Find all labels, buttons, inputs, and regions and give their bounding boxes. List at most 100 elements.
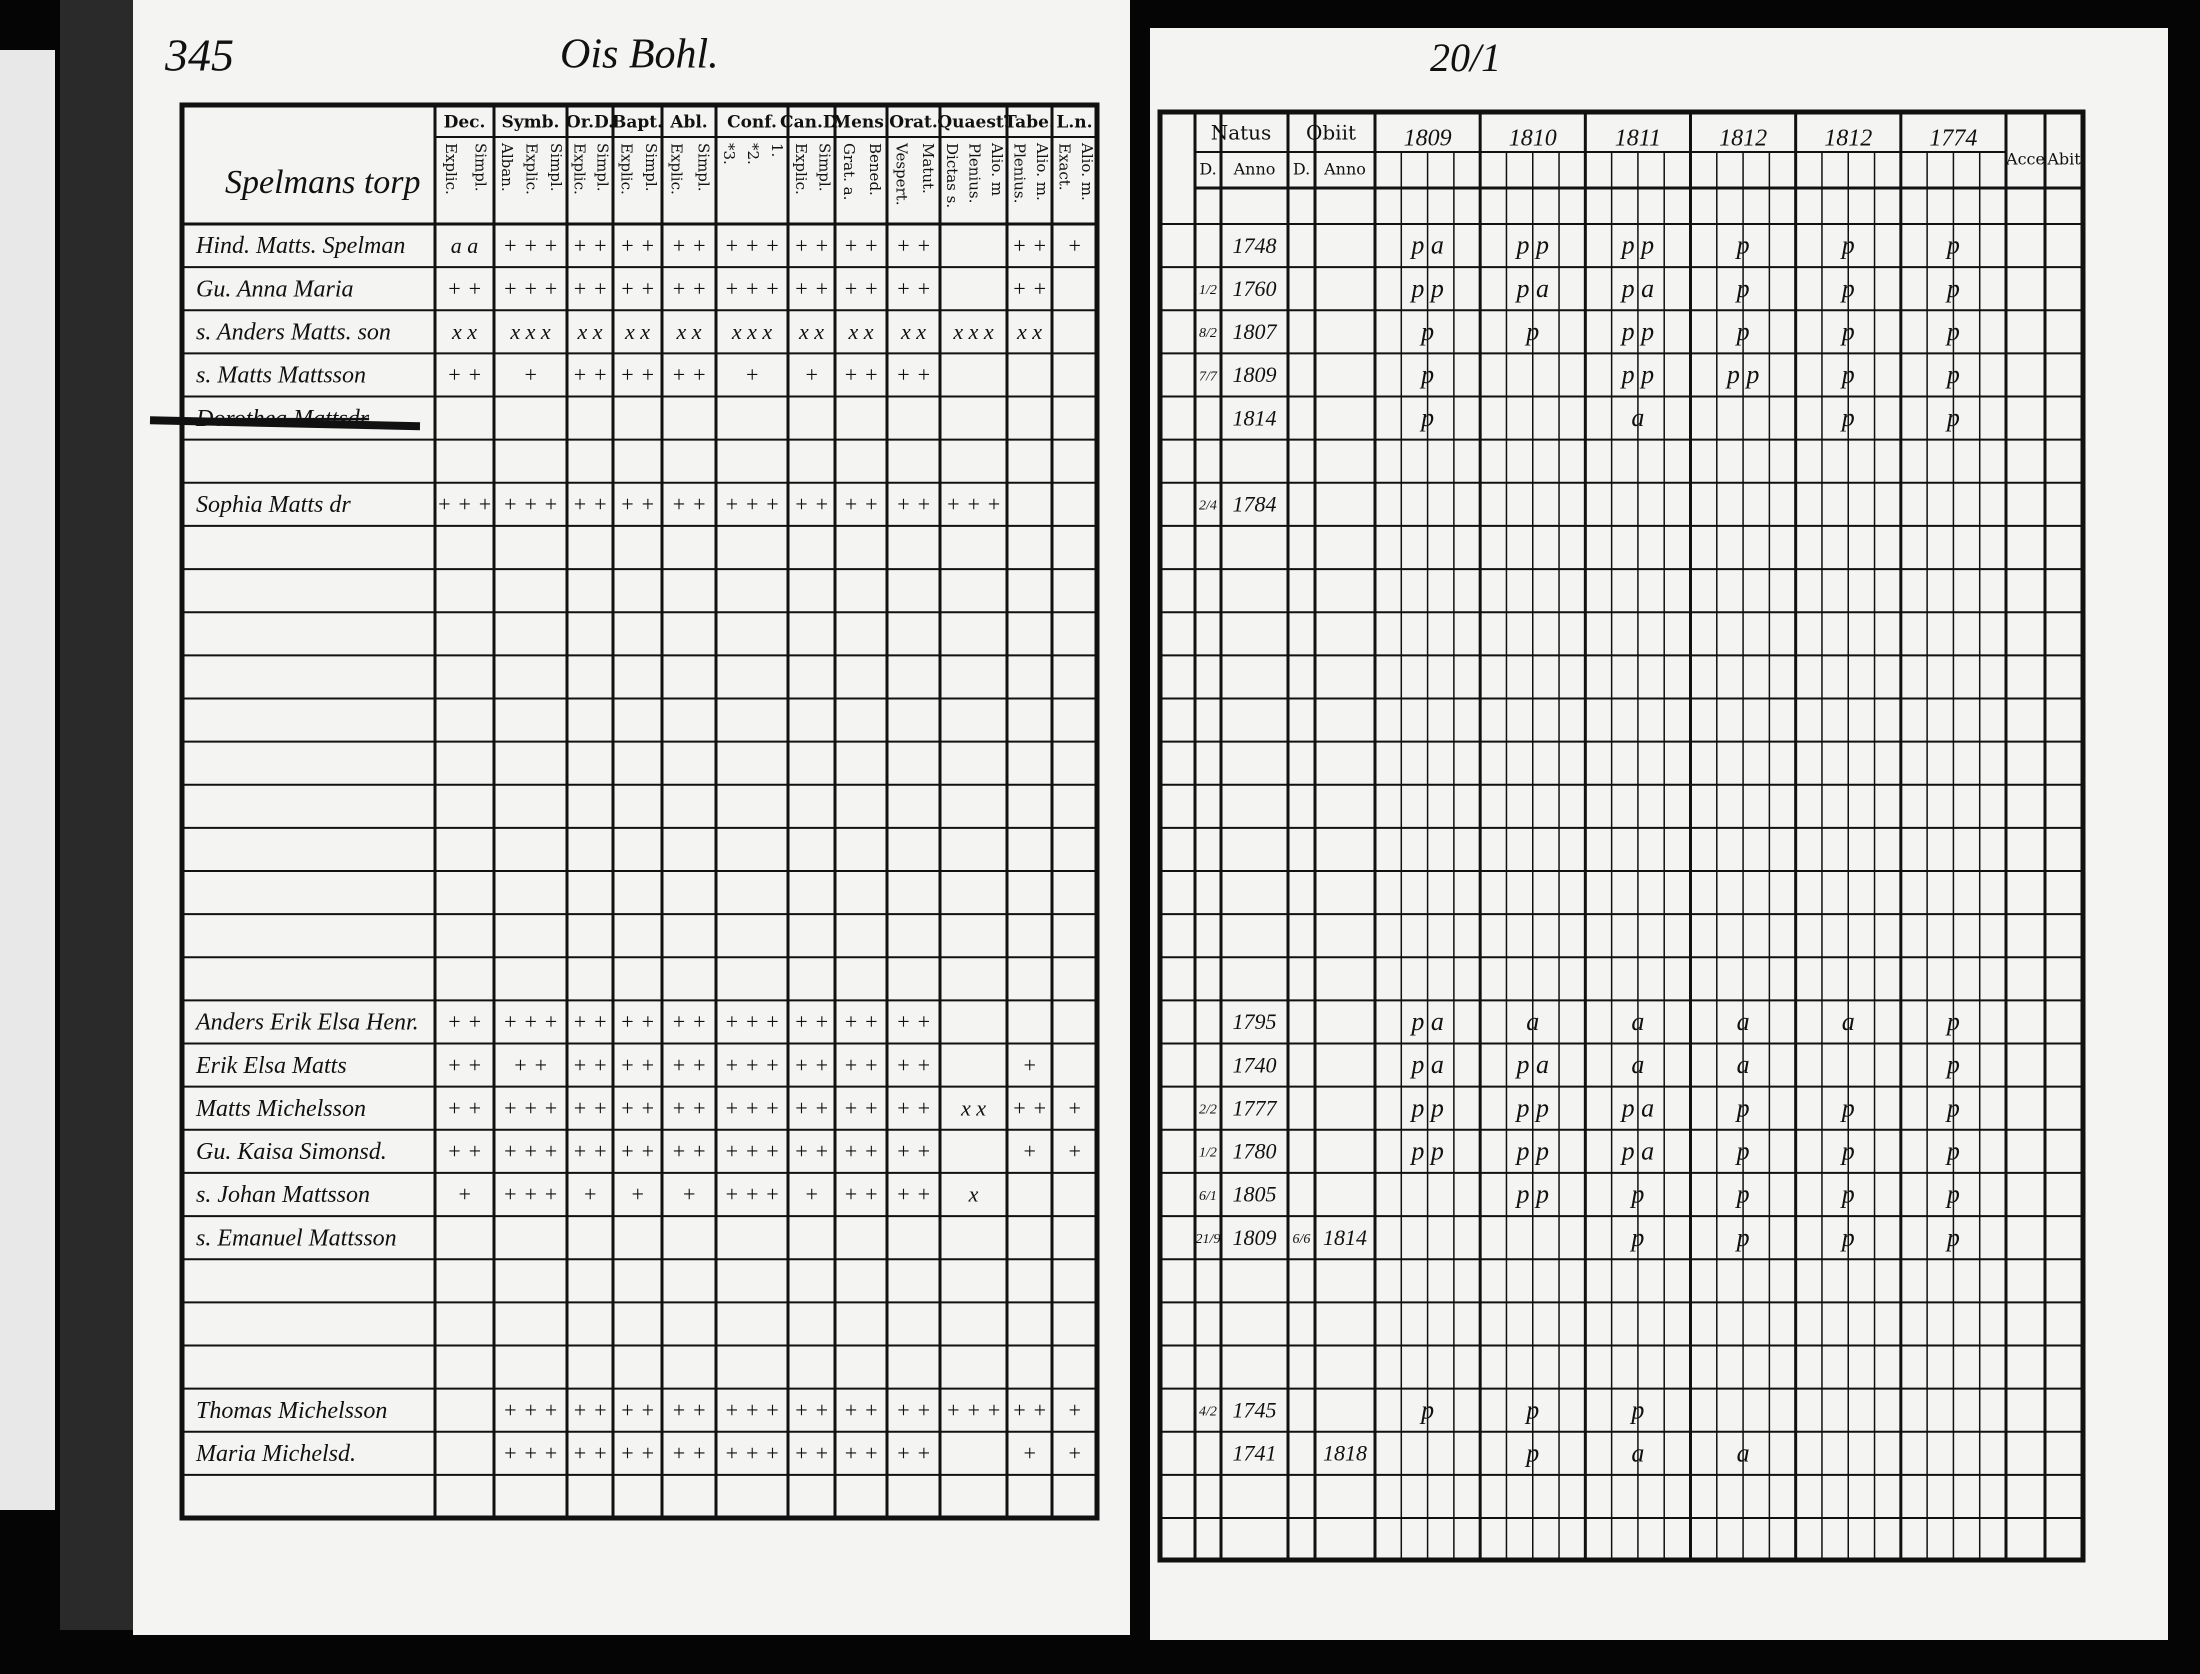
exam-mark: + +: [794, 233, 829, 258]
year-mark: p p: [1620, 231, 1655, 260]
exam-mark: +: [523, 362, 538, 387]
binding: [60, 0, 135, 1630]
year-mark: p: [1419, 403, 1434, 432]
exam-mark: + +: [843, 492, 878, 517]
exam-mark: + + +: [724, 233, 780, 258]
exam-mark: + +: [572, 276, 607, 301]
year-mark: p a: [1620, 1093, 1655, 1122]
exam-mark: + +: [620, 276, 655, 301]
exam-mark: + +: [896, 1397, 931, 1422]
birth-day: 1/2: [1199, 1146, 1217, 1161]
year-mark: p: [1945, 231, 1960, 260]
exam-mark: + +: [620, 1139, 655, 1164]
column-sublabel: Plenius.: [1010, 143, 1028, 203]
exam-mark: + + +: [503, 233, 559, 258]
year-mark: p: [1945, 317, 1960, 346]
year-mark: p: [1735, 1093, 1750, 1122]
person-name: s. Matts Mattsson: [196, 363, 366, 389]
birth-year: 1780: [1233, 1139, 1277, 1164]
column-label: Tabe.: [1004, 113, 1055, 133]
exam-mark: + +: [447, 276, 482, 301]
exam-mark: +: [745, 362, 760, 387]
exam-mark: + + +: [503, 1009, 559, 1034]
year-mark: p: [1735, 317, 1750, 346]
year-mark: p: [1840, 1180, 1855, 1209]
person-name: s. Johan Mattsson: [196, 1182, 370, 1208]
exam-mark: + + +: [724, 1441, 780, 1466]
column-sublabel: Plenius.: [966, 143, 984, 203]
year-label: 1809: [1404, 126, 1452, 152]
exam-mark: +: [630, 1182, 645, 1207]
person-name: Erik Elsa Matts: [195, 1053, 347, 1079]
year-label: 1812: [1719, 126, 1767, 152]
exam-mark: + +: [671, 492, 706, 517]
column-label: Symb.: [502, 113, 560, 133]
year-mark: p p: [1515, 1180, 1550, 1209]
exam-mark: + +: [896, 1441, 931, 1466]
birth-year: 1795: [1233, 1009, 1277, 1034]
exam-mark: +: [804, 1182, 819, 1207]
person-name: Thomas Michelsson: [196, 1398, 387, 1424]
birth-day: 4/2: [1199, 1405, 1217, 1420]
exam-mark: +: [1022, 1441, 1037, 1466]
exam-mark: + +: [671, 1139, 706, 1164]
birth-day: 7/7: [1199, 369, 1218, 384]
person-name: Hind. Matts. Spelman: [195, 233, 405, 259]
exam-mark: + + +: [503, 1397, 559, 1422]
exam-mark: + + +: [503, 492, 559, 517]
exam-mark: + +: [447, 1009, 482, 1034]
exam-mark: + +: [671, 1397, 706, 1422]
exam-mark: x x: [451, 319, 477, 344]
birth-year: 1784: [1233, 492, 1277, 517]
exam-mark: + +: [671, 276, 706, 301]
year-mark: p: [1840, 231, 1855, 260]
year-mark: p: [1735, 1136, 1750, 1165]
year-mark: p: [1945, 1007, 1960, 1036]
exam-mark: + +: [447, 362, 482, 387]
column-sublabel: *3.: [720, 143, 738, 165]
exam-mark: +: [1067, 1397, 1082, 1422]
exam-mark: + +: [896, 362, 931, 387]
birth-day: 21/9: [1196, 1232, 1221, 1247]
column-sublabel: D.: [1199, 160, 1216, 179]
exam-mark: x x: [798, 319, 824, 344]
year-mark: a: [1631, 1007, 1644, 1036]
exam-mark: + +: [896, 492, 931, 517]
year-mark: p: [1840, 403, 1855, 432]
exam-mark: + + +: [724, 276, 780, 301]
exam-mark: +: [1022, 1052, 1037, 1077]
year-mark: p: [1840, 360, 1855, 389]
exam-mark: +: [1067, 1139, 1082, 1164]
exam-mark: x x: [960, 1095, 986, 1120]
exam-mark: x x: [847, 319, 873, 344]
column-sublabel: D.: [1293, 160, 1310, 179]
exam-mark: x x: [900, 319, 926, 344]
person-name: Anders Erik Elsa Henr.: [194, 1010, 419, 1036]
year-mark: p p: [1515, 231, 1550, 260]
exam-mark: + + +: [503, 1139, 559, 1164]
exam-mark: + + +: [946, 492, 1002, 517]
exam-mark: + +: [794, 492, 829, 517]
exam-mark: + +: [620, 1052, 655, 1077]
birth-year: 1760: [1233, 276, 1277, 301]
column-sublabel: Alio. m.: [1033, 142, 1051, 201]
person-name: s. Anders Matts. son: [196, 319, 391, 345]
exam-mark: + + +: [503, 1095, 559, 1120]
exam-mark: + + +: [724, 492, 780, 517]
column-sublabel: Simpl.: [471, 143, 489, 191]
exam-mark: + +: [1012, 276, 1047, 301]
column-label: L.n.: [1056, 113, 1092, 133]
column-label: Dec.: [444, 113, 486, 133]
column-sublabel: Exact.: [1055, 143, 1073, 191]
year-mark: p: [1524, 1395, 1539, 1424]
year-mark: p: [1945, 403, 1960, 432]
exam-mark: + +: [671, 1441, 706, 1466]
column-sublabel: Matut.: [919, 143, 937, 194]
exam-mark: + +: [671, 1095, 706, 1120]
exam-mark: + +: [794, 1009, 829, 1034]
year-mark: p: [1840, 274, 1855, 303]
column-sublabel: Explic.: [617, 143, 635, 195]
exam-mark: + +: [896, 1139, 931, 1164]
year-mark: p: [1945, 1136, 1960, 1165]
birth-year: 1805: [1233, 1182, 1277, 1207]
